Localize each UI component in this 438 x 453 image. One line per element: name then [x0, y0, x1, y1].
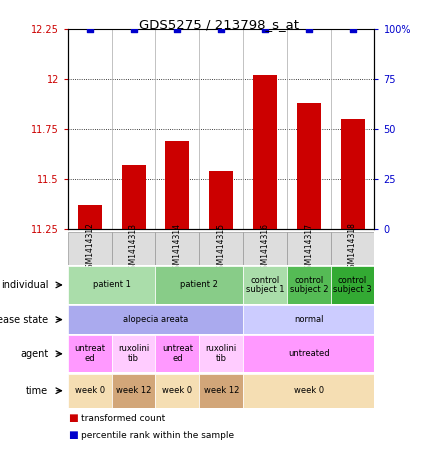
Bar [112, 374, 155, 408]
Bar [209, 171, 233, 229]
Point [86, 26, 93, 33]
Bar [112, 232, 155, 265]
Point [130, 26, 137, 33]
Text: GSM1414316: GSM1414316 [261, 222, 269, 274]
Text: ruxolini
tib: ruxolini tib [118, 344, 149, 363]
Bar [78, 205, 102, 229]
Bar [166, 141, 190, 229]
Text: GDS5275 / 213798_s_at: GDS5275 / 213798_s_at [139, 18, 299, 31]
Bar [199, 335, 243, 372]
Bar [122, 165, 145, 229]
Point [349, 26, 356, 33]
Bar [68, 266, 155, 304]
Text: untreat
ed: untreat ed [74, 344, 105, 363]
Text: percentile rank within the sample: percentile rank within the sample [81, 431, 234, 440]
Bar [243, 335, 374, 372]
Text: control
subject 3: control subject 3 [333, 275, 372, 294]
Bar [297, 103, 321, 229]
Bar [68, 374, 112, 408]
Text: GSM1414315: GSM1414315 [217, 222, 226, 274]
Text: GSM1414318: GSM1414318 [348, 222, 357, 274]
Text: GSM1414312: GSM1414312 [85, 222, 94, 274]
Bar [155, 232, 199, 265]
Point [218, 26, 225, 33]
Text: agent: agent [20, 349, 48, 359]
Bar [243, 374, 374, 408]
Bar [155, 374, 199, 408]
Bar [243, 266, 287, 304]
Text: GSM1414314: GSM1414314 [173, 222, 182, 274]
Text: GSM1414317: GSM1414317 [304, 222, 313, 274]
Bar [253, 75, 277, 229]
Point [174, 26, 181, 33]
Text: week 0: week 0 [294, 386, 324, 395]
Bar [68, 335, 112, 372]
Bar [287, 232, 331, 265]
Point [305, 26, 312, 33]
Text: week 0: week 0 [75, 386, 105, 395]
Bar [112, 335, 155, 372]
Text: individual: individual [1, 280, 48, 290]
Bar [155, 266, 243, 304]
Text: control
subject 2: control subject 2 [290, 275, 328, 294]
Bar [68, 232, 112, 265]
Bar [199, 232, 243, 265]
Text: patient 2: patient 2 [180, 280, 218, 289]
Text: week 12: week 12 [204, 386, 239, 395]
Text: GSM1414313: GSM1414313 [129, 222, 138, 274]
Bar [287, 266, 331, 304]
Bar [68, 305, 243, 334]
Text: week 12: week 12 [116, 386, 151, 395]
Bar [331, 232, 374, 265]
Text: disease state: disease state [0, 314, 48, 325]
Text: untreated: untreated [288, 349, 330, 358]
Point [261, 26, 268, 33]
Text: ■: ■ [68, 430, 78, 440]
Text: ruxolini
tib: ruxolini tib [205, 344, 237, 363]
Bar [243, 305, 374, 334]
Bar [199, 374, 243, 408]
Bar [155, 335, 199, 372]
Bar [243, 232, 287, 265]
Bar [331, 266, 374, 304]
Text: alopecia areata: alopecia areata [123, 315, 188, 324]
Text: untreat
ed: untreat ed [162, 344, 193, 363]
Text: ■: ■ [68, 413, 78, 423]
Text: control
subject 1: control subject 1 [246, 275, 284, 294]
Bar [341, 119, 364, 229]
Text: week 0: week 0 [162, 386, 192, 395]
Text: time: time [26, 386, 48, 396]
Text: patient 1: patient 1 [93, 280, 131, 289]
Text: transformed count: transformed count [81, 414, 165, 423]
Text: normal: normal [294, 315, 324, 324]
